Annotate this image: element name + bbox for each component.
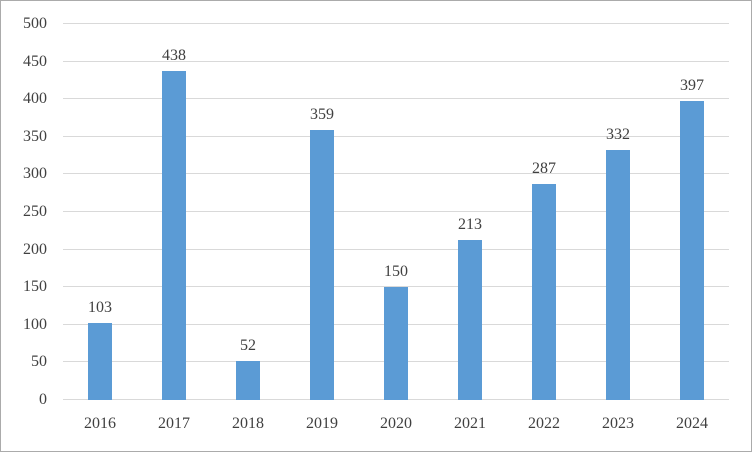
x-axis: 2016 2017 2018 2019 2020 2021 2022 2023 2024 bbox=[63, 409, 729, 441]
bar-value-label-2021: 213 bbox=[458, 215, 482, 233]
y-tick-label: 50 bbox=[31, 353, 47, 371]
bar-2024 bbox=[680, 101, 704, 400]
y-tick-label: 300 bbox=[23, 165, 47, 183]
y-tick-label: 0 bbox=[39, 391, 47, 408]
x-tick-label-2021: 2021 bbox=[454, 415, 486, 432]
y-tick-label: 150 bbox=[23, 278, 47, 296]
bar-2022 bbox=[532, 184, 556, 400]
bar-2018 bbox=[236, 360, 260, 400]
bar-2021 bbox=[458, 239, 482, 400]
x-tick-label-2022: 2022 bbox=[528, 415, 560, 432]
x-tick-label-2024: 2024 bbox=[676, 415, 708, 432]
gridline bbox=[63, 173, 729, 175]
gridline bbox=[63, 60, 729, 62]
x-tick-label-2016: 2016 bbox=[83, 415, 116, 432]
x-tick-label-2020: 2020 bbox=[380, 415, 412, 432]
x-tick-label-2017: 2017 bbox=[158, 415, 190, 432]
bar-2023 bbox=[606, 150, 630, 400]
y-tick-label: 200 bbox=[23, 240, 47, 258]
y-tick-label: 400 bbox=[23, 90, 47, 108]
gridline bbox=[63, 286, 729, 288]
x-tick-label-2023: 2023 bbox=[602, 415, 634, 432]
gridline bbox=[63, 23, 729, 24]
gridline bbox=[63, 211, 729, 212]
y-tick-label: 250 bbox=[23, 203, 47, 220]
bar-2017 bbox=[162, 70, 186, 400]
y-tick-label: 350 bbox=[23, 127, 47, 145]
y-tick-label: 100 bbox=[23, 315, 47, 333]
bar-value-label-2023: 332 bbox=[606, 126, 630, 144]
gridline bbox=[63, 135, 729, 137]
gridline bbox=[63, 248, 729, 250]
x-tick-label-2019: 2019 bbox=[306, 415, 338, 432]
bar-2020 bbox=[384, 287, 408, 400]
y-tick-label: 450 bbox=[23, 52, 47, 70]
bar-value-label-2018: 52 bbox=[240, 336, 256, 354]
plot-area: 103 438 52 359 150 213 287 332 397 bbox=[63, 23, 729, 400]
bar-value-label-2017: 438 bbox=[162, 46, 186, 64]
bar-value-label-2019: 359 bbox=[310, 106, 334, 124]
x-tick-label-2018: 2018 bbox=[232, 415, 264, 432]
bar-value-label-2024: 397 bbox=[680, 77, 704, 95]
bar-value-label-2020: 150 bbox=[384, 263, 408, 281]
gridline bbox=[63, 98, 729, 100]
y-axis: 0 50 100 150 200 250 300 350 400 450 500 bbox=[1, 16, 51, 408]
bar-value-label-2016: 103 bbox=[87, 298, 112, 316]
bar-2016 bbox=[87, 322, 112, 400]
y-tick-label: 500 bbox=[23, 15, 47, 32]
bar-value-label-2022: 287 bbox=[532, 160, 556, 178]
bar-2019 bbox=[310, 130, 334, 400]
